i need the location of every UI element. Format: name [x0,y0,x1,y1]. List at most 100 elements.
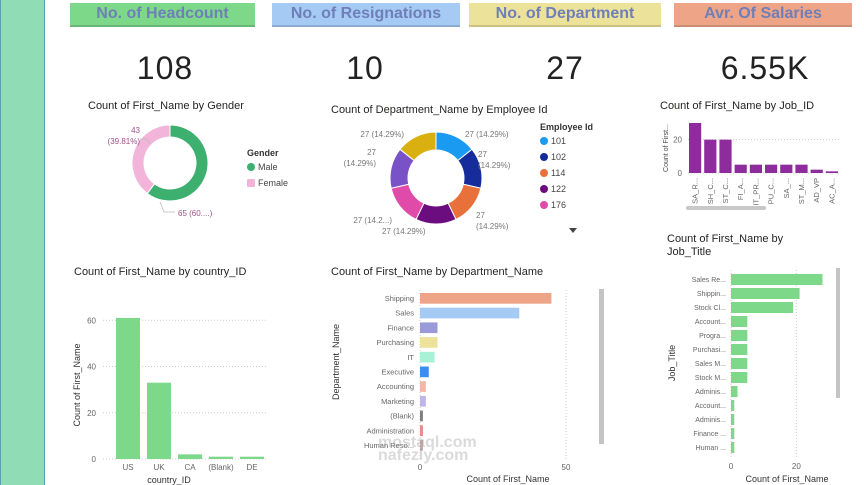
x-tick-label: ST_C... [721,178,730,203]
legend-label: Male [258,162,278,172]
donut-slice-gender-1[interactable] [131,124,171,195]
bar-jobtitle-9[interactable] [731,400,735,411]
vertical-scrollbar[interactable] [599,289,604,444]
kpi-department-value: 27 [546,50,584,86]
bar-department-2[interactable] [420,322,438,334]
y-tick-label: 60 [87,316,96,325]
data-label: 43 [131,126,140,135]
bar-country-2[interactable] [178,454,202,459]
gender-legend-title: Gender [247,148,279,158]
legend-item-102[interactable]: 102 [540,152,593,162]
bar-jobid-1[interactable] [704,139,717,173]
legend-item-176[interactable]: 176 [540,200,593,210]
legend-label: 101 [551,136,567,146]
data-label: (39.81%) [108,137,141,146]
bar-jobid-4[interactable] [749,164,762,173]
bar-jobid-9[interactable] [825,171,838,173]
bar-jobtitle-4[interactable] [731,330,748,341]
jobid-chart-title: Count of First_Name by Job_ID [660,100,815,112]
kpi-salaries-header: Avr. Of Salaries [674,3,852,27]
bar-jobid-6[interactable] [780,164,793,173]
y-tick-label: 0 [92,455,97,464]
horizontal-scrollbar[interactable] [686,206,766,210]
kpi-headcount-header: No. of Headcount [70,3,255,27]
legend-dot-icon [540,201,548,209]
legend-scroll-down-icon[interactable] [569,228,577,233]
bar-jobtitle-0[interactable] [731,274,823,285]
x-tick-label: 20 [792,462,801,471]
x-tick-label: (Blank) [208,463,234,472]
bar-country-4[interactable] [240,456,264,459]
legend-label: Female [258,178,289,188]
bar-jobid-2[interactable] [719,139,732,173]
bar-department-6[interactable] [420,381,426,392]
y-tick-label: Administration [366,426,414,435]
bar-department-5[interactable] [420,366,429,378]
y-tick-label: (Blank) [390,412,414,421]
bar-department-9[interactable] [420,425,423,436]
x-axis-label: Count of First_Name [466,474,549,484]
y-tick-label: Human ... [696,445,726,452]
data-label: 27 (14.29%) [382,227,426,236]
legend-item-122[interactable]: 122 [540,184,593,194]
bar-country-1[interactable] [147,382,171,459]
department-chart-title: Count of First_Name by Department_Name [331,266,544,278]
bar-jobtitle-11[interactable] [731,428,735,439]
kpi-resignations-value: 10 [346,50,384,86]
legend-dot-icon [247,179,255,187]
y-tick-label: Purchasi... [693,347,726,354]
bar-jobtitle-8[interactable] [731,386,738,397]
bar-jobtitle-10[interactable] [731,414,735,425]
legend-item-female[interactable]: Female [247,178,288,188]
bar-country-0[interactable] [116,317,140,459]
bar-department-7[interactable] [420,395,426,407]
y-tick-label: Sales M... [695,361,726,368]
y-axis-label: Count of First_Name [72,343,82,426]
donut-slice-employee-6[interactable] [399,131,437,162]
bar-jobid-3[interactable] [734,164,747,173]
y-tick-label: Finance [387,323,414,332]
watermark-line2: nafezly.com [378,447,469,464]
x-tick-label: SA_... [782,178,791,198]
data-label: 27 [478,150,487,159]
bar-jobid-8[interactable] [810,169,823,173]
bar-jobtitle-3[interactable] [731,316,748,327]
bar-jobtitle-12[interactable] [731,442,735,453]
bar-jobtitle-5[interactable] [731,344,748,355]
data-label: 27 [476,211,485,220]
bar-jobid-7[interactable] [795,164,808,173]
bar-department-8[interactable] [420,410,423,422]
kpi-department-header: No. of Department [469,3,661,27]
bar-jobtitle-7[interactable] [731,372,748,383]
bar-department-10[interactable] [420,440,423,451]
bar-department-3[interactable] [420,337,438,348]
bar-department-1[interactable] [420,307,520,319]
leader-line [140,138,151,145]
employee-legend: Employee Id 101 102 114 122 176 [540,122,593,216]
x-axis-label: Count of First_Name [745,474,828,484]
y-tick-label: Sales Re... [692,277,726,284]
legend-item-male[interactable]: Male [247,162,288,172]
y-tick-label: Accounting [377,382,414,391]
bar-jobtitle-1[interactable] [731,288,800,299]
donut-slice-employee-4[interactable] [390,183,425,221]
bar-jobtitle-6[interactable] [731,358,748,369]
y-tick-label: Finance ... [693,431,726,438]
y-tick-label: Progra... [699,333,726,340]
legend-item-101[interactable]: 101 [540,136,593,146]
y-tick-label: Shipping [385,294,414,303]
y-tick-label: Adminis... [695,389,726,396]
bar-jobtitle-2[interactable] [731,302,794,313]
y-tick-label: Sales [395,309,414,318]
bar-department-4[interactable] [420,351,435,363]
vertical-scrollbar[interactable] [836,268,840,398]
legend-item-114[interactable]: 114 [540,168,593,178]
gender-legend: Gender Male Female [247,148,288,194]
data-label: 27 (14.29%) [360,130,404,139]
bar-department-0[interactable] [420,293,552,304]
x-tick-label: 50 [562,463,571,472]
bar-jobid-5[interactable] [765,164,778,173]
bar-jobid-0[interactable] [689,123,702,173]
bar-country-3[interactable] [209,456,233,459]
